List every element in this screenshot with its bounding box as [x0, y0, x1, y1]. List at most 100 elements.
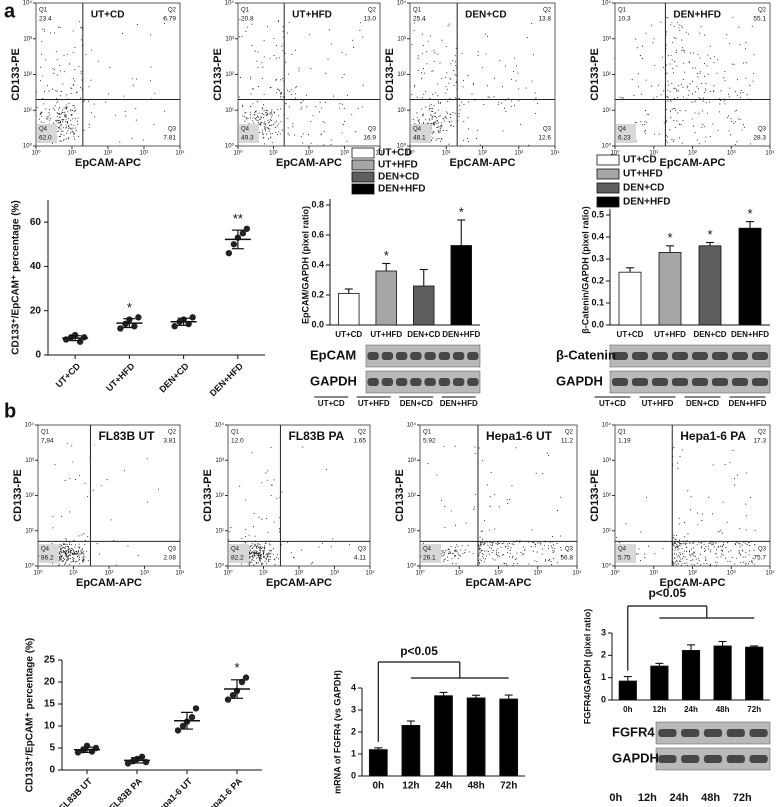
x-tick-label: Hepa1-6 UT — [152, 776, 194, 807]
event-dot — [271, 484, 273, 486]
event-dot — [257, 120, 259, 122]
x-tick-label: 10⁰ — [415, 570, 425, 577]
event-dot — [341, 51, 343, 54]
event-dot — [68, 547, 70, 549]
event-dot — [63, 552, 65, 554]
event-dot — [93, 103, 95, 105]
event-dot — [631, 79, 633, 81]
event-dot — [639, 55, 641, 57]
plot-title: FL83B PA — [288, 429, 344, 443]
event-dot — [249, 561, 251, 563]
quadrant-name: Q1 — [618, 430, 627, 436]
event-dot — [153, 124, 155, 126]
event-dot — [700, 564, 702, 566]
event-dot — [252, 88, 254, 90]
event-dot — [728, 96, 730, 98]
event-dot — [58, 128, 60, 130]
event-dot — [667, 100, 669, 102]
plot-frame — [409, 2, 556, 147]
event-dot — [696, 86, 698, 88]
event-dot — [528, 144, 530, 146]
event-dot — [59, 549, 62, 551]
event-dot — [712, 544, 714, 546]
event-dot — [449, 551, 451, 553]
event-dot — [532, 541, 535, 543]
event-dot — [45, 108, 47, 110]
event-dot — [560, 496, 562, 498]
event-dot — [80, 27, 83, 29]
event-dot — [499, 60, 501, 62]
event-dot — [43, 121, 45, 123]
y-tick-label: 10¹ — [407, 528, 416, 534]
event-dot — [81, 549, 83, 551]
event-dot — [443, 120, 445, 122]
event-dot — [667, 80, 669, 82]
event-dot — [245, 30, 247, 32]
event-dot — [69, 127, 71, 129]
event-dot — [68, 554, 70, 556]
event-dot — [249, 557, 251, 559]
x-tick-label: 10¹ — [455, 571, 464, 577]
event-dot — [499, 542, 501, 545]
event-dot — [644, 129, 647, 131]
lane-label: 48h — [701, 792, 720, 804]
y-tick-label: 10⁴ — [397, 0, 407, 7]
event-dot — [752, 80, 754, 82]
event-dot — [711, 543, 713, 546]
event-dot — [75, 561, 77, 563]
event-dot — [705, 549, 707, 551]
event-dot — [253, 543, 255, 545]
y-tick-label: 10 — [44, 721, 56, 732]
event-dot — [751, 561, 753, 563]
event-dot — [739, 562, 742, 564]
event-dot — [282, 26, 284, 28]
significance-bracket — [627, 605, 755, 671]
event-dot — [40, 121, 42, 123]
x-tick-label: 10² — [688, 151, 697, 157]
event-dot — [287, 89, 289, 91]
x-tick-label: 0h — [623, 705, 632, 714]
event-dot — [302, 142, 304, 144]
error-bar — [344, 288, 353, 294]
event-dot — [75, 551, 77, 553]
event-dot — [678, 123, 681, 126]
event-dot — [463, 103, 465, 106]
event-dot — [516, 557, 518, 559]
event-dot — [261, 107, 263, 109]
event-dot — [621, 96, 623, 99]
lane-label: DEN+CD — [400, 399, 433, 408]
event-dot — [253, 555, 255, 557]
event-dot — [252, 553, 254, 555]
event-dot — [292, 557, 295, 559]
event-dot — [689, 554, 691, 556]
title-bg — [94, 429, 161, 446]
event-dot — [672, 563, 674, 565]
event-dot — [67, 111, 69, 113]
event-dot — [680, 543, 682, 545]
quadrant-name: Q2 — [368, 8, 377, 14]
event-dot — [287, 132, 289, 134]
event-dot — [464, 549, 466, 551]
event-dot — [352, 39, 354, 41]
event-dot — [258, 554, 260, 556]
event-dot — [534, 560, 536, 562]
x-tick-label: DEN+HFD — [731, 330, 769, 339]
title-bg — [676, 429, 743, 446]
event-dot — [65, 539, 67, 541]
event-dot — [250, 555, 252, 557]
y-tick-label: 10¹ — [602, 528, 611, 534]
y-tick-label: 10³ — [602, 458, 611, 464]
event-dot — [648, 545, 650, 547]
event-dot — [417, 58, 419, 60]
event-dot — [97, 60, 99, 62]
event-dot — [748, 554, 750, 556]
event-dot — [736, 541, 738, 544]
event-dot — [673, 36, 675, 39]
event-dot — [699, 72, 701, 75]
bar — [434, 695, 453, 777]
event-dot — [279, 90, 281, 92]
event-dot — [516, 552, 518, 554]
event-dot — [266, 518, 268, 520]
x-tick-label: 24h — [684, 705, 698, 714]
event-dot — [269, 559, 271, 561]
